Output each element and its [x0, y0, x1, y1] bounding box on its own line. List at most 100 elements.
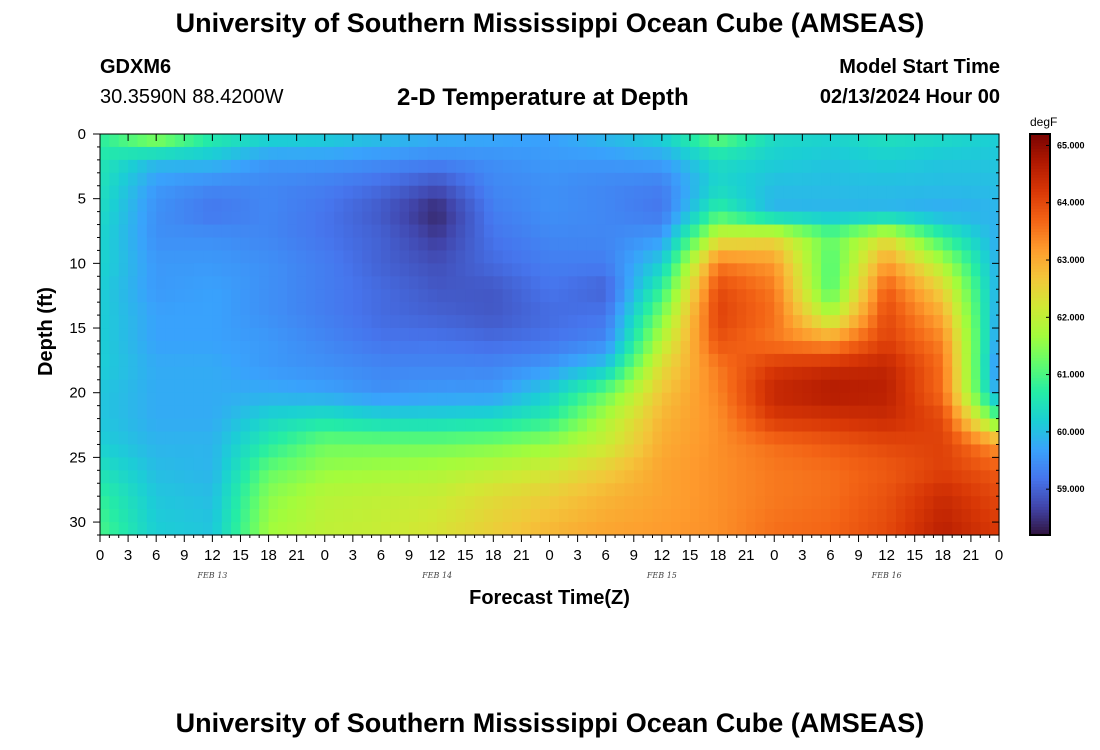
- heatmap-cell: [877, 405, 888, 420]
- heatmap-cell: [306, 483, 316, 497]
- heatmap-cell: [521, 185, 532, 200]
- heatmap-cell: [277, 276, 288, 290]
- heatmap-cell: [334, 405, 345, 420]
- heatmap-cell: [933, 198, 944, 213]
- heatmap-cell: [671, 496, 682, 510]
- heatmap-cell: [352, 522, 363, 536]
- colorbar-swatch: [1030, 176, 1050, 181]
- heatmap-cell: [952, 134, 963, 148]
- heatmap-cell: [586, 289, 597, 303]
- heatmap-cell: [680, 315, 691, 329]
- heatmap-cell: [521, 237, 532, 252]
- colorbar-swatch: [1030, 454, 1050, 459]
- heatmap-cell: [802, 224, 813, 239]
- heatmap-cell: [783, 470, 794, 484]
- heatmap-cell: [858, 172, 869, 187]
- heatmap-cell: [493, 496, 504, 510]
- heatmap-cell: [942, 470, 953, 484]
- heatmap-cell: [783, 172, 794, 187]
- heatmap-cell: [137, 159, 148, 174]
- heatmap-cell: [512, 185, 522, 200]
- heatmap-cell: [905, 483, 916, 497]
- heatmap-cell: [877, 276, 888, 290]
- heatmap-cell: [708, 496, 719, 510]
- heatmap-cell: [568, 431, 579, 446]
- heatmap-cell: [586, 302, 597, 316]
- heatmap-cell: [287, 392, 298, 407]
- heatmap-cell: [109, 509, 120, 523]
- heatmap-cell: [277, 211, 288, 226]
- heatmap-cell: [184, 134, 195, 148]
- heatmap-cell: [886, 470, 897, 484]
- heatmap-cell: [455, 263, 466, 277]
- heatmap-cell: [568, 418, 579, 433]
- heatmap-cell: [643, 509, 654, 523]
- heatmap-cell: [830, 198, 841, 213]
- heatmap-cell: [661, 146, 672, 161]
- colorbar-swatch: [1030, 334, 1050, 338]
- heatmap-cell: [924, 263, 935, 277]
- heatmap-cell: [643, 302, 654, 316]
- heatmap-cell: [474, 457, 485, 471]
- heatmap-cell: [128, 405, 139, 420]
- heatmap-cell: [128, 522, 139, 536]
- heatmap-cell: [830, 276, 841, 290]
- heatmap-cell: [755, 263, 766, 277]
- heatmap-cell: [643, 198, 654, 213]
- heatmap-cell: [914, 263, 925, 277]
- heatmap-cell: [455, 522, 466, 536]
- heatmap-cell: [146, 315, 157, 329]
- heatmap-cell: [427, 134, 438, 148]
- heatmap-cell: [483, 405, 494, 420]
- heatmap-cell: [661, 353, 672, 368]
- heatmap-cell: [624, 146, 635, 161]
- heatmap-cell: [905, 522, 916, 536]
- heatmap-cell: [774, 185, 785, 200]
- heatmap-cell: [558, 328, 569, 342]
- heatmap-cell: [689, 483, 700, 497]
- heatmap-cell: [746, 134, 757, 148]
- heatmap-cell: [540, 315, 551, 329]
- heatmap-cell: [512, 328, 522, 342]
- heatmap-cell: [493, 172, 504, 187]
- heatmap-cell: [540, 211, 551, 226]
- heatmap-cell: [118, 379, 129, 394]
- heatmap-cell: [774, 211, 785, 226]
- heatmap-cell: [156, 353, 167, 368]
- heatmap-cell: [596, 224, 607, 239]
- heatmap-cell: [287, 470, 298, 484]
- heatmap-cell: [221, 418, 232, 433]
- heatmap-cell: [512, 198, 522, 213]
- heatmap-cell: [886, 263, 897, 277]
- heatmap-cell: [549, 522, 560, 536]
- heatmap-cell: [736, 379, 747, 394]
- heatmap-cell: [577, 211, 588, 226]
- heatmap-cell: [811, 224, 822, 239]
- heatmap-cell: [465, 289, 476, 303]
- heatmap-cell: [174, 263, 185, 277]
- heatmap-cell: [474, 366, 485, 381]
- heatmap-cell: [493, 392, 504, 407]
- heatmap-cell: [643, 353, 654, 368]
- heatmap-cell: [886, 340, 897, 355]
- heatmap-cell: [764, 146, 775, 161]
- heatmap-cell: [736, 237, 747, 252]
- heatmap-cell: [343, 418, 354, 433]
- heatmap-cell: [418, 470, 429, 484]
- heatmap-cell: [933, 159, 944, 174]
- heatmap-cell: [203, 418, 213, 433]
- heatmap-cell: [100, 444, 110, 458]
- heatmap-cell: [736, 328, 747, 342]
- heatmap-cell: [689, 509, 700, 523]
- heatmap-cell: [521, 328, 532, 342]
- heatmap-cell: [895, 185, 906, 200]
- colorbar-swatch: [1030, 406, 1050, 410]
- heatmap-cell: [924, 250, 935, 264]
- heatmap-cell: [708, 302, 719, 316]
- heatmap-cell: [942, 457, 953, 471]
- heatmap-cell: [633, 198, 644, 213]
- heatmap-cell: [193, 340, 204, 355]
- heatmap-cell: [352, 470, 363, 484]
- heatmap-cell: [596, 237, 607, 252]
- heatmap-cell: [558, 431, 569, 446]
